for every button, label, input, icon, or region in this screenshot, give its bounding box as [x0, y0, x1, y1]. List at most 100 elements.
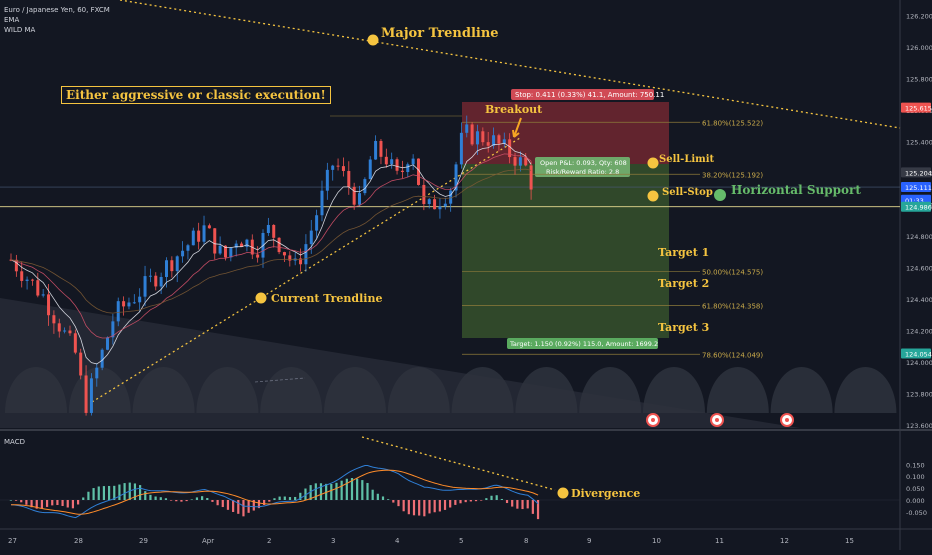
- fib-level-label: 78.60%(124.049): [702, 351, 763, 359]
- price-tag-label: 124.986: [905, 204, 932, 212]
- macd-bar: [242, 500, 245, 517]
- ma-arc: [5, 367, 67, 413]
- target-zone: [462, 164, 669, 338]
- candle-body: [138, 296, 142, 303]
- sell-stop-label: Sell-Stop: [662, 187, 713, 198]
- candle-body: [374, 140, 378, 160]
- candle-body: [529, 165, 533, 190]
- macd-bar: [381, 496, 385, 500]
- macd-bar: [40, 500, 44, 509]
- annotation-marker-icon: [367, 34, 379, 46]
- candle-body: [148, 275, 152, 277]
- macd-bar: [237, 500, 240, 514]
- candle-body: [73, 333, 77, 353]
- macd-bar: [335, 482, 338, 500]
- macd-bar: [257, 500, 261, 509]
- target1-label: Target 1: [658, 246, 710, 259]
- macd-bar: [454, 500, 457, 505]
- candle-body: [400, 170, 404, 173]
- candle-body: [422, 184, 426, 205]
- macd-bar: [144, 491, 147, 500]
- candle-body: [433, 199, 437, 210]
- candle-body: [245, 239, 249, 247]
- candle-body: [309, 230, 313, 245]
- time-tick-label: 2: [267, 537, 271, 545]
- macd-bar: [294, 496, 297, 500]
- ma-arc: [834, 367, 897, 413]
- candle-body: [132, 302, 136, 304]
- ma-arc: [132, 367, 195, 413]
- price-tag: [901, 348, 931, 359]
- candle-body: [218, 245, 222, 254]
- candle-body: [497, 135, 501, 144]
- candle-body: [299, 258, 303, 265]
- candle-body: [36, 280, 40, 296]
- event-flag-dot: [651, 418, 655, 422]
- macd-bar: [30, 500, 33, 508]
- candle-body: [229, 247, 233, 258]
- ma-arcs: [5, 367, 897, 413]
- macd-bar: [51, 500, 54, 506]
- candle-body: [454, 164, 458, 191]
- candle-body: [502, 139, 506, 144]
- macd-bar: [288, 497, 292, 500]
- price-tag-label: 125.615: [905, 105, 932, 113]
- macd-bar: [123, 483, 126, 500]
- macd-bar: [20, 500, 23, 503]
- candles: [9, 115, 533, 416]
- macd-bar: [71, 500, 75, 509]
- price-tag-label: 125.111: [905, 184, 932, 192]
- macd-bar: [9, 500, 12, 501]
- macd-bar: [345, 478, 348, 500]
- price-tick-label: 124.200: [906, 328, 932, 336]
- macd-bar: [273, 498, 276, 500]
- candle-body: [320, 190, 324, 216]
- macd-bar: [87, 491, 90, 500]
- stop-label-box: [511, 89, 654, 100]
- macd-bar: [118, 484, 121, 500]
- candle-body: [384, 156, 388, 165]
- target2-label: Target 2: [658, 277, 710, 290]
- time-tick-label: 3: [331, 537, 335, 545]
- candle-body: [84, 375, 88, 413]
- macd-bar: [211, 500, 214, 502]
- event-flag-dot: [715, 418, 719, 422]
- target-label: Target: 1.150 (0.92%) 115.0, Amount: 169…: [509, 340, 658, 348]
- candle-body: [492, 135, 496, 146]
- candle-body: [122, 301, 126, 307]
- macd-bar: [195, 497, 199, 500]
- macd-line: [10, 465, 539, 519]
- macd-pane: [0, 432, 900, 528]
- ma-arc: [196, 367, 259, 413]
- macd-bar: [340, 480, 343, 500]
- macd-bar: [309, 485, 312, 500]
- price-tick-label: 124.400: [906, 296, 932, 304]
- candle-body: [207, 225, 211, 229]
- macd-bar: [500, 498, 503, 500]
- macd-bar: [449, 500, 452, 508]
- price-tick-label: 123.600: [906, 422, 932, 430]
- price-tick-label: 124.800: [906, 233, 932, 241]
- candle-body: [100, 349, 104, 368]
- macd-bar: [252, 500, 255, 511]
- price-tag: [901, 102, 931, 113]
- target3-label: Target 3: [658, 321, 710, 334]
- macd-bar: [201, 496, 204, 500]
- candle-body: [390, 159, 394, 165]
- candle-body: [143, 276, 147, 297]
- support-marker-icon: [714, 189, 726, 201]
- price-tag-label: 01:33: [905, 197, 924, 205]
- candle-body: [20, 271, 24, 281]
- macd-bar: [190, 499, 193, 501]
- macd-bar: [511, 500, 514, 507]
- macd-bar: [283, 496, 286, 500]
- candle-body: [518, 157, 522, 166]
- macd-bar: [330, 483, 333, 500]
- macd-bar: [526, 500, 529, 509]
- price-tag: [901, 167, 931, 178]
- candle-body: [368, 159, 372, 180]
- candle-body: [304, 244, 308, 265]
- candle-body: [406, 164, 410, 173]
